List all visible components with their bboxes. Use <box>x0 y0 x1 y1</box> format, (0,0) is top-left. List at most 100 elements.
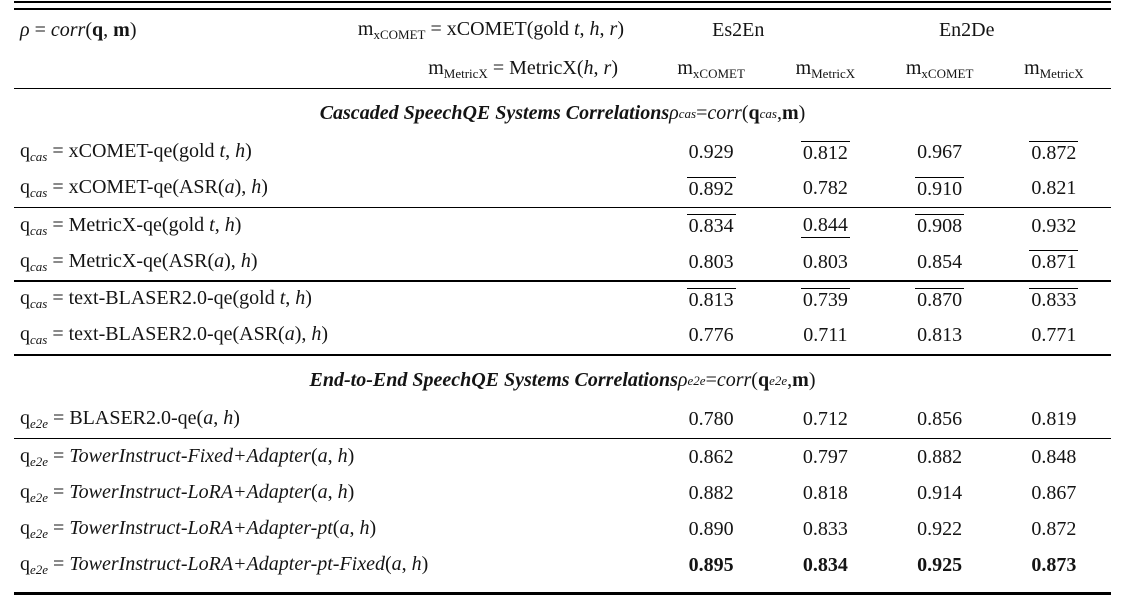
value-cell: 0.834 <box>768 554 882 577</box>
text-segment: , <box>103 19 114 42</box>
text-segment: ( <box>85 19 93 42</box>
text-segment: q <box>20 480 30 503</box>
top-rule-inner <box>14 7 1111 10</box>
text-segment: h <box>311 323 322 346</box>
text-segment: e2e <box>30 416 49 432</box>
text-segment: = xCOMET-qe(gold <box>47 140 220 163</box>
text-segment: ) <box>421 552 429 575</box>
value-cell: 0.833 <box>997 287 1111 312</box>
value-cell: 0.871 <box>997 250 1111 274</box>
correlation-value: 0.867 <box>1031 481 1077 504</box>
header-bottom-rule <box>14 87 1111 89</box>
text-segment: corr <box>50 19 86 42</box>
correlation-value: 0.834 <box>686 214 736 238</box>
correlation-value: 0.780 <box>688 408 734 431</box>
text-segment: h <box>589 18 600 41</box>
correlation-value: 0.856 <box>917 408 963 431</box>
correlation-value: 0.813 <box>917 324 963 347</box>
value-cell: 0.711 <box>768 324 882 347</box>
correlation-value: 0.833 <box>1029 287 1079 311</box>
value-cell: 0.910 <box>883 176 997 201</box>
table-row: qcas = text-BLASER2.0-qe(gold t, h) 0.813… <box>14 282 1111 318</box>
text-segment: a <box>317 480 328 503</box>
value-cell: 0.932 <box>997 215 1111 238</box>
subcolumn-header-xcomet-es2en: mxCOMET <box>654 57 768 82</box>
text-segment: h <box>235 140 246 163</box>
text-segment: ( <box>741 102 749 125</box>
section-title: Cascaded SpeechQE Systems Correlations ρ… <box>14 89 1111 135</box>
text-segment: MetricX <box>811 66 856 82</box>
correlation-value: 0.844 <box>800 214 850 239</box>
value-cell: 0.862 <box>654 446 768 469</box>
value-cell: 0.872 <box>997 518 1111 541</box>
rho-formula: ρ = corr(q, m) <box>14 19 320 42</box>
text-segment: ) <box>129 19 137 42</box>
group-divider-rule <box>14 280 1111 282</box>
correlation-value: 0.922 <box>917 517 963 540</box>
text-segment: , <box>599 18 610 41</box>
row-label: qcas = xCOMET-qe(ASR(a), h) <box>14 176 654 201</box>
value-cell: 0.813 <box>654 287 768 312</box>
text-segment: = <box>29 19 51 42</box>
correlation-value: 0.803 <box>688 250 734 273</box>
text-segment: ), <box>294 323 312 346</box>
text-segment: q <box>20 249 30 272</box>
table-row: qcas = MetricX-qe(ASR(a), h) 0.803 0.803 0.… <box>14 244 1111 280</box>
text-segment: q <box>20 323 30 346</box>
value-cell: 0.739 <box>768 287 882 312</box>
text-segment: , <box>213 407 224 430</box>
section-title: End-to-End SpeechQE Systems Correlations… <box>14 356 1111 402</box>
text-segment: = text-BLASER2.0-qe(gold <box>47 287 280 310</box>
text-segment: ) <box>347 480 355 503</box>
correlation-value: 0.873 <box>1031 553 1077 576</box>
table-row: qe2e = TowerInstruct-LoRA+Adapter(a, h) 0… <box>14 475 1111 511</box>
text-segment: t <box>279 287 286 310</box>
text-segment: e2e <box>30 489 49 505</box>
text-segment: ( <box>310 480 318 503</box>
text-segment: e2e <box>769 372 788 388</box>
correlation-value: 0.834 <box>802 553 848 576</box>
value-cell: 0.925 <box>883 554 997 577</box>
text-segment: = MetricX-qe(gold <box>47 213 210 236</box>
value-cell: 0.803 <box>654 251 768 274</box>
text-segment: = <box>48 444 70 467</box>
value-cell: 0.882 <box>883 446 997 469</box>
text-segment: corr <box>716 369 752 392</box>
text-segment: cas <box>30 185 48 201</box>
text-segment: h <box>359 516 370 539</box>
text-segment: TowerInstruct-LoRA+Adapter-pt-Fixed <box>69 552 385 575</box>
value-cell: 0.821 <box>997 177 1111 200</box>
group-divider-rule <box>14 437 1111 440</box>
text-segment: Cascaded SpeechQE Systems Correlations <box>319 102 670 125</box>
text-segment: h <box>223 407 234 430</box>
text-segment: ) <box>808 369 816 392</box>
speechqe-correlation-table: ρ = corr(q, m) mxCOMET = xCOMET(gold t, … <box>14 0 1111 595</box>
row-label: qe2e = TowerInstruct-LoRA+Adapter(a, h) <box>14 481 654 506</box>
text-segment: h <box>337 480 348 503</box>
correlation-value: 0.812 <box>800 140 850 164</box>
text-segment: = MetricX-qe(ASR( <box>47 249 215 272</box>
correlation-value: 0.890 <box>688 517 734 540</box>
text-segment: a <box>317 444 328 467</box>
row-label: qe2e = TowerInstruct-LoRA+Adapter-pt-Fix… <box>14 553 654 578</box>
text-segment: ) <box>305 287 312 310</box>
correlation-value: 0.776 <box>688 324 734 347</box>
column-group-en2de: En2De <box>938 19 995 42</box>
text-segment: ρ <box>669 102 679 125</box>
text-segment: , <box>776 102 782 125</box>
value-cell: 0.854 <box>883 251 997 274</box>
text-segment: cas <box>30 149 48 165</box>
text-segment: ) <box>250 249 258 272</box>
text-segment: , <box>285 287 296 310</box>
correlation-value: 0.882 <box>688 481 734 504</box>
table-row: qcas = xCOMET-qe(gold t, h) 0.929 0.812 0.9… <box>14 135 1111 171</box>
text-segment: ) <box>369 516 377 539</box>
metric-definition-line-1: mxCOMET = xCOMET(gold t, h, r) <box>320 18 624 43</box>
value-cell: 0.856 <box>883 408 997 431</box>
value-cell: 0.776 <box>654 324 768 347</box>
text-segment: ( <box>751 369 758 392</box>
text-segment: m <box>905 57 922 80</box>
value-cell: 0.848 <box>997 446 1111 469</box>
text-segment: ) <box>234 213 242 236</box>
